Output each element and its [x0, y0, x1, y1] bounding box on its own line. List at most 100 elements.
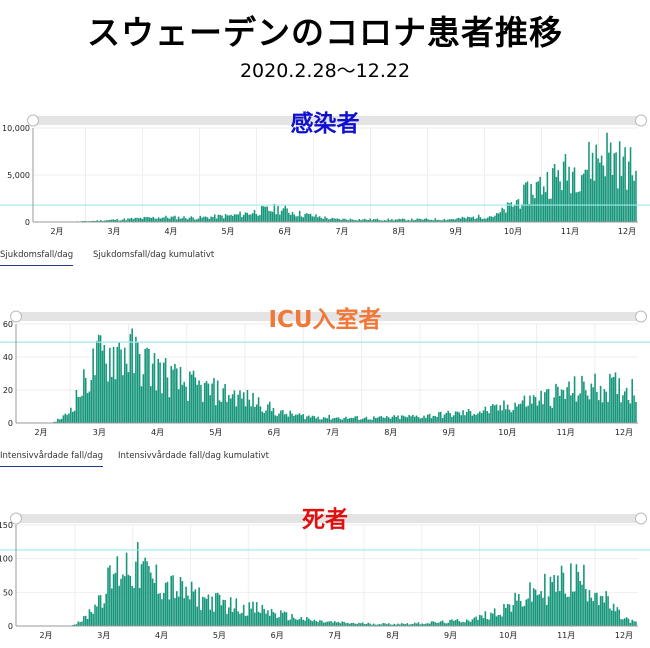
- bar: [479, 411, 481, 423]
- bar: [627, 161, 630, 222]
- range-slider-track[interactable]: [16, 514, 644, 523]
- bar: [579, 581, 581, 626]
- range-slider-track[interactable]: [33, 116, 644, 125]
- x-tick-label: 2月: [50, 227, 63, 236]
- bar: [347, 220, 350, 222]
- bar: [148, 349, 150, 423]
- bar: [241, 217, 243, 222]
- bar: [352, 418, 355, 423]
- bar: [153, 353, 156, 423]
- bar: [447, 622, 449, 626]
- bar: [439, 411, 442, 423]
- bar: [190, 216, 193, 222]
- bar: [159, 362, 161, 423]
- bar: [479, 614, 481, 626]
- bar: [348, 623, 351, 626]
- bar: [219, 214, 221, 222]
- x-tick-label: 12月: [618, 227, 636, 236]
- bar: [409, 220, 411, 222]
- bar: [133, 373, 135, 423]
- bar: [432, 220, 435, 222]
- bar: [337, 621, 340, 626]
- bar: [204, 216, 207, 222]
- bar: [343, 621, 345, 626]
- bar: [250, 406, 252, 423]
- bar: [213, 214, 216, 222]
- bar: [505, 607, 507, 626]
- bar: [534, 589, 537, 626]
- x-tick-label: 3月: [93, 428, 106, 437]
- bar: [383, 220, 386, 222]
- bar: [629, 403, 632, 423]
- bar: [347, 418, 349, 423]
- bar: [107, 567, 109, 626]
- bar: [400, 219, 402, 222]
- bar: [399, 624, 401, 626]
- bar: [320, 217, 323, 222]
- bar: [451, 619, 453, 626]
- bar: [294, 414, 297, 423]
- bar: [529, 582, 531, 626]
- bar: [397, 415, 399, 423]
- bar: [410, 416, 412, 423]
- bar: [264, 206, 267, 222]
- range-slider-right-handle[interactable]: [635, 114, 647, 127]
- bar: [336, 218, 339, 222]
- bar: [304, 214, 306, 222]
- bar: [317, 416, 319, 423]
- bar: [363, 417, 366, 423]
- bar: [458, 217, 460, 222]
- bar: [475, 616, 477, 626]
- bar: [270, 608, 273, 626]
- x-tick-label: 11月: [557, 631, 575, 640]
- bar: [241, 398, 243, 423]
- bar: [332, 418, 334, 423]
- range-slider-right-handle[interactable]: [635, 512, 647, 525]
- bar: [592, 387, 594, 423]
- bar: [114, 572, 117, 626]
- bar: [501, 207, 503, 222]
- bar: [503, 603, 505, 626]
- bar: [501, 616, 503, 626]
- range-slider-track[interactable]: [16, 312, 644, 321]
- bar: [626, 189, 628, 222]
- bar: [192, 591, 195, 626]
- bar: [170, 216, 173, 222]
- bar: [354, 220, 357, 222]
- bar: [623, 618, 626, 626]
- bar: [523, 395, 526, 423]
- bar: [408, 624, 410, 626]
- bar: [483, 218, 485, 222]
- bar: [373, 623, 375, 626]
- tab-cumulative-cases[interactable]: Sjukdomsfall/dag kumulativt: [93, 250, 215, 260]
- bar: [505, 212, 507, 222]
- tab-cumulative-icu[interactable]: Intensivvårdade fall/dag kumulativt: [118, 451, 270, 461]
- x-tick-label: 4月: [164, 227, 177, 236]
- bar: [356, 220, 359, 222]
- bar: [374, 219, 377, 222]
- bar: [127, 574, 130, 626]
- bar: [629, 147, 632, 222]
- bar: [395, 624, 397, 626]
- bar: [105, 220, 108, 222]
- bar: [597, 400, 600, 423]
- bar: [300, 216, 303, 222]
- bar: [317, 622, 319, 626]
- bar: [495, 616, 498, 626]
- range-slider-right-handle[interactable]: [635, 310, 647, 323]
- bar: [114, 379, 117, 423]
- bar: [539, 176, 541, 222]
- bar: [239, 211, 241, 222]
- bar: [345, 219, 348, 222]
- bar: [529, 395, 531, 423]
- bar: [79, 622, 81, 626]
- tab-daily-cases[interactable]: Sjukdomsfall/dag: [0, 250, 74, 266]
- bar: [58, 419, 61, 423]
- range-slider-left-handle[interactable]: [10, 512, 22, 525]
- range-slider-left-handle[interactable]: [10, 310, 22, 323]
- bar: [164, 358, 167, 423]
- tab-daily-icu[interactable]: Intensivvårdade fall/dag: [0, 451, 103, 467]
- range-slider-left-handle[interactable]: [27, 114, 39, 127]
- bar: [226, 401, 228, 423]
- bar: [618, 609, 620, 626]
